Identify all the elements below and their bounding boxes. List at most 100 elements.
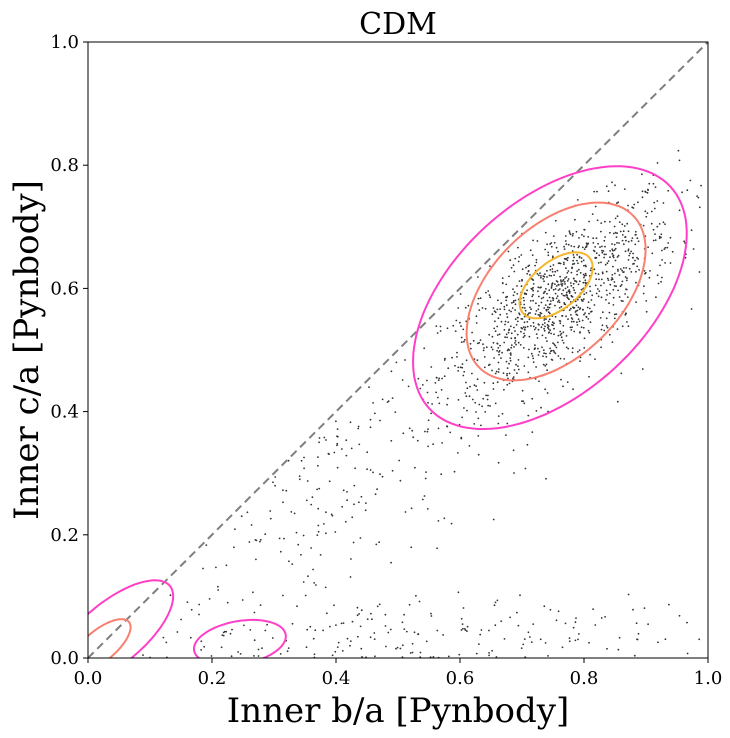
scatter-point (540, 275, 542, 277)
scatter-point (604, 236, 606, 238)
scatter-point (609, 292, 611, 295)
scatter-point (662, 202, 665, 204)
scatter-point (475, 322, 478, 324)
scatter-point (176, 631, 179, 633)
scatter-point (652, 182, 655, 185)
scatter-point (553, 241, 556, 244)
scatter-point (598, 254, 601, 257)
scatter-point (489, 296, 492, 299)
density-contour (88, 579, 175, 658)
scatter-point (549, 347, 551, 350)
scatter-point (480, 424, 482, 427)
scatter-point (656, 274, 659, 277)
scatter-point (593, 190, 596, 193)
scatter-point (627, 249, 630, 252)
scatter-point (686, 621, 688, 624)
scatter-point (669, 262, 672, 264)
scatter-point (329, 625, 331, 628)
scatter-point (523, 365, 526, 367)
points-layer (115, 149, 702, 658)
scatter-point (491, 369, 493, 372)
scatter-point (535, 302, 537, 305)
scatter-point (578, 349, 581, 351)
scatter-point (180, 618, 183, 621)
scatter-point (346, 499, 348, 502)
scatter-point (573, 262, 576, 265)
scatter-point (614, 247, 617, 250)
scatter-point (569, 326, 572, 329)
scatter-point (509, 259, 512, 262)
scatter-point (506, 383, 509, 386)
scatter-point (577, 318, 580, 320)
scatter-point (222, 634, 225, 637)
scatter-point (612, 255, 614, 257)
scatter-point (582, 308, 584, 311)
scatter-point (478, 643, 480, 645)
scatter-point (208, 598, 211, 600)
scatter-point (516, 320, 519, 323)
y-tick-label: 0.8 (50, 155, 79, 176)
scatter-point (553, 327, 555, 330)
scatter-point (578, 280, 581, 283)
scatter-point (601, 251, 604, 254)
scatter-point (583, 276, 585, 279)
scatter-point (600, 296, 603, 299)
scatter-point (528, 318, 531, 321)
scatter-point (557, 334, 560, 337)
y-tick-label: 0.2 (50, 525, 79, 546)
scatter-point (615, 285, 617, 288)
scatter-point (506, 372, 508, 375)
scatter-point (350, 447, 353, 450)
scatter-point (635, 281, 637, 284)
scatter-point (508, 362, 510, 365)
scatter-point (517, 260, 520, 263)
scatter-point (376, 605, 379, 608)
scatter-point (656, 200, 659, 202)
scatter-point (465, 395, 468, 398)
scatter-point (508, 382, 511, 385)
scatter-point (451, 356, 453, 359)
scatter-point (551, 284, 553, 286)
scatter-point (317, 524, 320, 527)
scatter-point (598, 290, 601, 292)
scatter-point (259, 604, 262, 606)
scatter-point (595, 237, 598, 240)
density-contour (412, 165, 688, 430)
scatter-point (609, 220, 611, 223)
scatter-point (243, 624, 245, 627)
scatter-point (334, 650, 337, 653)
scatter-point (548, 312, 551, 315)
scatter-point (425, 640, 428, 643)
scatter-point (311, 496, 314, 499)
scatter-point (426, 508, 429, 510)
scatter-point (322, 629, 324, 632)
scatter-point (440, 473, 443, 476)
scatter-point (623, 225, 626, 227)
scatter-point (573, 245, 576, 248)
scatter-point (330, 513, 333, 516)
scatter-point (575, 304, 578, 307)
scatter-point (571, 326, 573, 329)
scatter-point (657, 641, 659, 644)
density-contour (518, 251, 594, 320)
scatter-point (549, 608, 552, 611)
scatter-point (545, 309, 548, 312)
scatter-point (567, 243, 570, 246)
scatter-point (565, 276, 568, 278)
scatter-point (200, 640, 203, 643)
scatter-point (619, 230, 622, 233)
scatter-point (483, 381, 486, 384)
scatter-point (369, 426, 372, 429)
scatter-point (570, 329, 573, 331)
scatter-point (505, 333, 508, 336)
scatter-point (306, 628, 309, 631)
scatter-point (511, 302, 513, 304)
scatter-point (279, 653, 282, 655)
scatter-point (548, 306, 551, 309)
scatter-point (431, 403, 433, 405)
scatter-point (527, 312, 530, 315)
scatter-point (625, 239, 627, 242)
scatter-point (381, 398, 384, 401)
scatter-point (398, 459, 401, 462)
scatter-point (512, 264, 515, 267)
